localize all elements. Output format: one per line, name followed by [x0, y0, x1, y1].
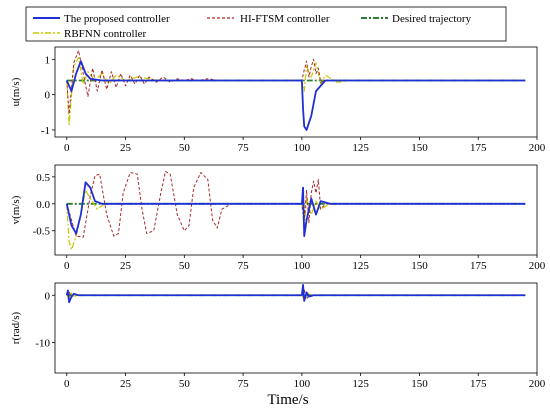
x-tick-label: 200: [529, 260, 546, 272]
x-tick-label: 150: [411, 142, 428, 154]
x-axis-label: Time/s: [267, 392, 308, 408]
y-tick-label: -0.5: [33, 226, 51, 238]
legend-label-desired: Desired trajectory: [392, 13, 472, 25]
series-line-hiftsm: [66, 50, 526, 115]
x-tick-label: 175: [470, 378, 487, 390]
x-tick-label: 50: [179, 378, 191, 390]
x-tick-label: 150: [411, 378, 428, 390]
x-tick-label: 0: [64, 142, 70, 154]
y-tick-label: 0.0: [36, 199, 50, 211]
x-tick-label: 25: [120, 378, 132, 390]
series-line-rbfnn: [66, 189, 526, 251]
y-axis-label: r(rad/s): [10, 311, 22, 344]
axes-frame: [54, 282, 538, 374]
y-axis-label: v(m/s): [10, 195, 22, 224]
legend-box: [25, 6, 507, 42]
x-tick-label: 100: [294, 142, 311, 154]
axes-frame: [54, 46, 538, 138]
x-tick-label: 150: [411, 260, 428, 272]
x-tick-label: 50: [179, 142, 191, 154]
y-tick-label: -10: [35, 337, 50, 349]
subplot-1: 0 25 50 75 100 125 150 175 200 -1 0 1 u(m/s): [10, 46, 546, 154]
y-axis-label: u(m/s): [10, 77, 22, 106]
x-tick-label: 75: [238, 260, 250, 272]
x-tick-label: 0: [64, 378, 70, 390]
x-tick-label: 100: [294, 378, 311, 390]
legend-label-proposed: The proposed controller: [64, 13, 170, 25]
x-tick-label: 200: [529, 378, 546, 390]
y-tick-label: 1: [45, 54, 51, 66]
y-tick-label: 0: [45, 90, 51, 102]
x-tick-label: 75: [238, 378, 250, 390]
axes-frame: [54, 164, 538, 256]
series-line-rbfnn: [66, 291, 526, 301]
x-tick-label: 200: [529, 142, 546, 154]
legend-label-hiftsm: HI-FTSM controller: [240, 13, 330, 25]
x-tick-label: 125: [352, 142, 369, 154]
x-tick-label: 25: [120, 260, 132, 272]
legend: The proposed controller HI-FTSM controll…: [25, 6, 507, 42]
x-tick-label: 100: [294, 260, 311, 272]
x-tick-label: 25: [120, 142, 132, 154]
x-tick-label: 125: [352, 260, 369, 272]
series-line-proposed: [65, 181, 526, 238]
legend-label-rbfnn: RBFNN controller: [64, 28, 147, 40]
subplot-3: 0 25 50 75 100 125 150 175 200 -10 0 r(rad/s): [10, 282, 546, 390]
series-line-proposed: [65, 60, 526, 131]
series-line-rbfnn: [66, 56, 526, 126]
series-line-hiftsm: [66, 289, 526, 300]
x-tick-label: 125: [352, 378, 369, 390]
x-tick-label: 175: [470, 260, 487, 272]
y-tick-label: -1: [41, 125, 50, 137]
y-tick-label: 0.5: [36, 172, 50, 184]
x-tick-label: 50: [179, 260, 191, 272]
series-line-proposed: [65, 283, 526, 304]
x-tick-label: 75: [238, 142, 250, 154]
x-tick-label: 0: [64, 260, 70, 272]
x-tick-label: 175: [470, 142, 487, 154]
y-tick-label: 0: [45, 290, 51, 302]
subplot-2: 0 25 50 75 100 125 150 175 200 -0.5 0.0 0.5 v(m/s): [10, 164, 546, 272]
